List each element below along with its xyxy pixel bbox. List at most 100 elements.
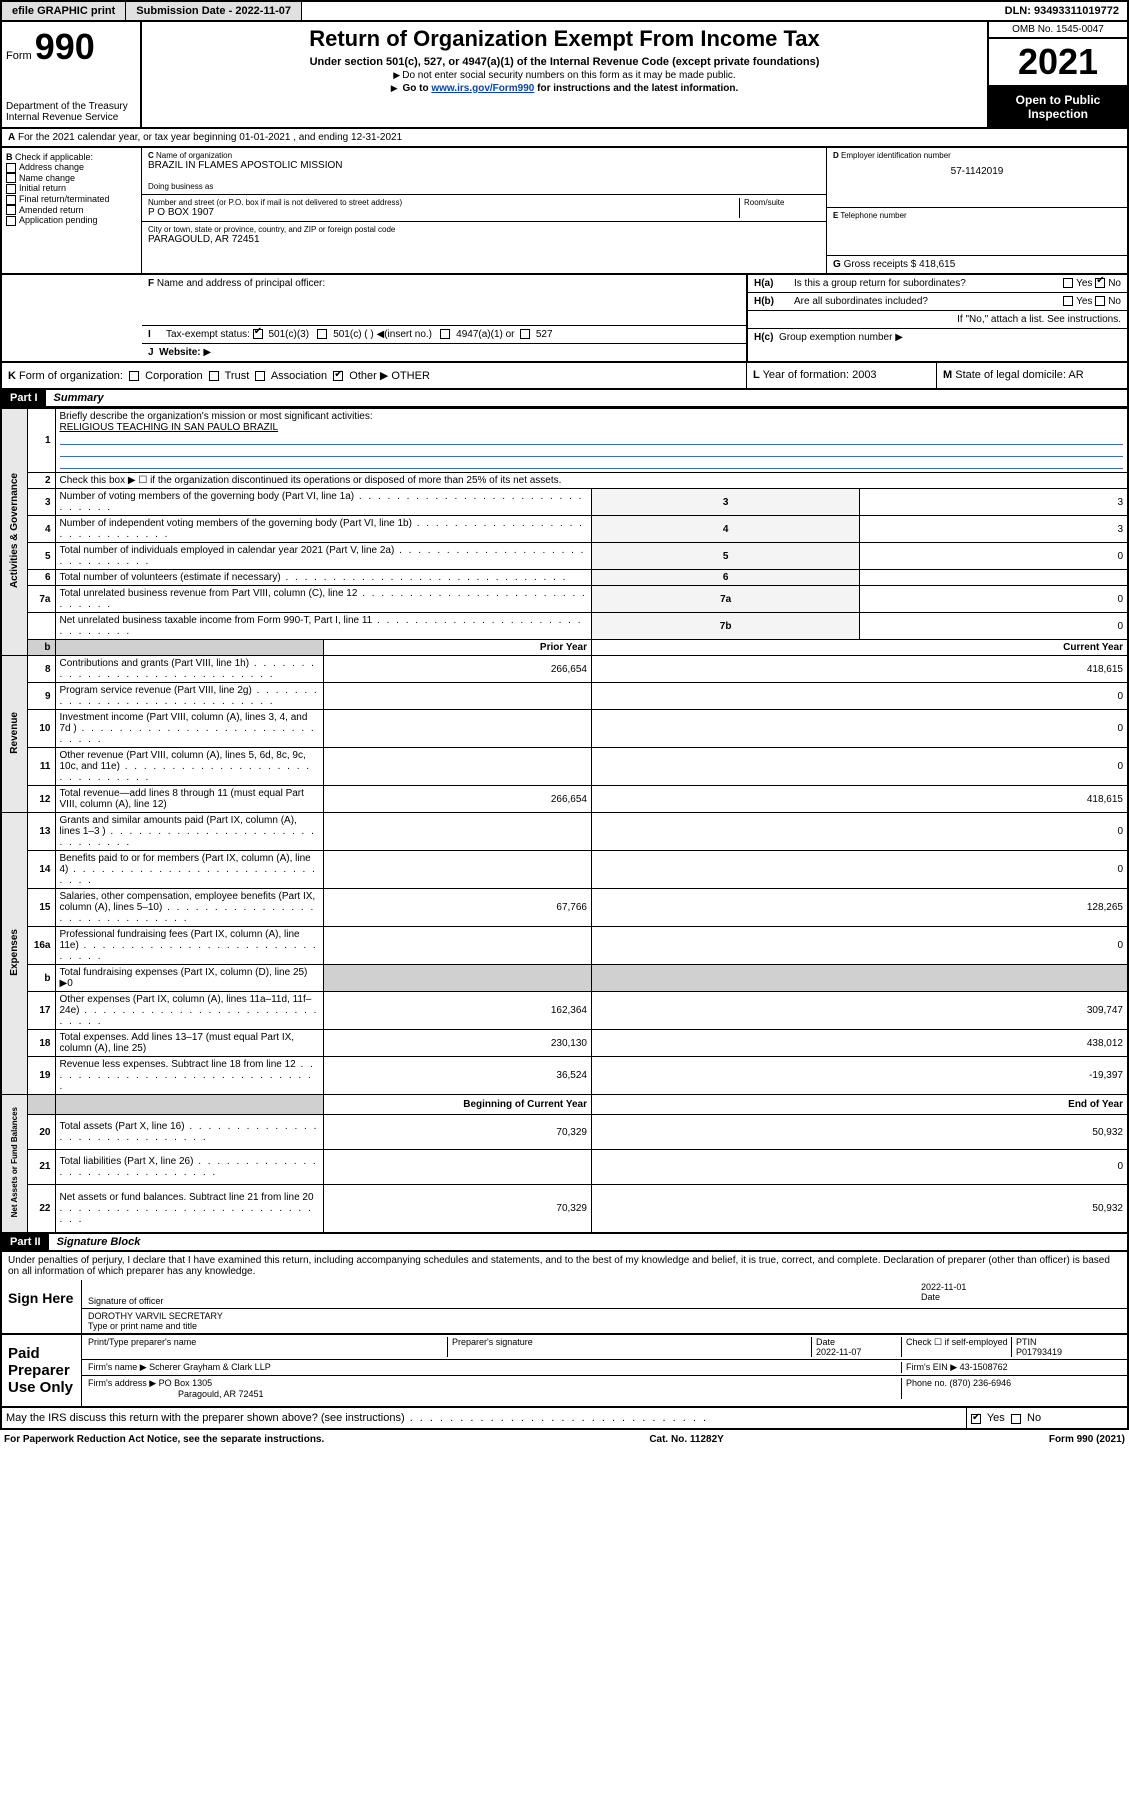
line2: Check this box ▶ ☐ if the organization d… (55, 473, 1128, 489)
rev-c-4: 418,615 (592, 786, 1129, 813)
dba-lbl: Doing business as (148, 182, 820, 191)
chk-ha-no[interactable] (1095, 278, 1105, 288)
header-right: OMB No. 1545-0047 2021 Open to Public In… (987, 22, 1127, 127)
na-p-1 (323, 1150, 591, 1185)
chk-trust[interactable] (209, 371, 219, 381)
ag-b-4: 7a (592, 586, 860, 613)
rev-c-2: 0 (592, 710, 1129, 748)
exp-p-6: 230,130 (323, 1030, 591, 1057)
top-bar: efile GRAPHIC print Submission Date - 20… (0, 0, 1129, 22)
chk-527[interactable] (520, 329, 530, 339)
phone-lbl: Phone no. (906, 1378, 950, 1388)
exp-n-5: 17 (27, 992, 55, 1030)
exp-p-7: 36,524 (323, 1057, 591, 1095)
exp-p-2: 67,766 (323, 889, 591, 927)
rev-t-0: Contributions and grants (Part VIII, lin… (60, 658, 250, 669)
ag-n-2: 5 (27, 543, 55, 570)
chk-assoc[interactable] (255, 371, 265, 381)
vtab-exp: Expenses (1, 813, 27, 1095)
exp-n-2: 15 (27, 889, 55, 927)
chk-address-change[interactable] (6, 163, 16, 173)
rev-n-4: 12 (27, 786, 55, 813)
m-val: AR (1068, 369, 1083, 381)
chk-501c3[interactable] (253, 329, 263, 339)
prep-date-lbl: Date (816, 1337, 835, 1347)
i-o2: 501(c) ( ) (333, 329, 374, 340)
exp-c-1: 0 (592, 851, 1129, 889)
efile-button[interactable]: efile GRAPHIC print (2, 2, 126, 20)
omb-number: OMB No. 1545-0047 (989, 22, 1127, 39)
exp-n-4: b (27, 965, 55, 992)
chk-other[interactable] (333, 371, 343, 381)
col-b: B Check if applicable: Address change Na… (2, 148, 142, 273)
vtab-na: Net Assets or Fund Balances (1, 1095, 27, 1234)
part1-hdr: Part I (2, 390, 46, 406)
addr-lbl: Number and street (or P.O. box if mail i… (148, 198, 735, 207)
na-t-2: Net assets or fund balances. Subtract li… (60, 1192, 314, 1203)
org-address: P O BOX 1907 (148, 207, 735, 218)
sign-here-block: Sign Here Signature of officer 2022-11-0… (0, 1280, 1129, 1335)
rev-p-1 (323, 683, 591, 710)
ha-no: No (1108, 278, 1121, 289)
chk-final-return[interactable] (6, 195, 16, 205)
firm-addr-lbl: Firm's address ▶ (88, 1378, 159, 1388)
m-lbl: State of legal domicile: (955, 369, 1068, 381)
ag-t-2: Total number of individuals employed in … (60, 545, 395, 556)
org-name: BRAZIL IN FLAMES APOSTOLIC MISSION (148, 160, 820, 171)
chk-hb-yes[interactable] (1063, 296, 1073, 306)
footer-right: Form 990 (2021) (1049, 1434, 1125, 1445)
k-o2: Trust (225, 370, 250, 382)
exp-n-6: 18 (27, 1030, 55, 1057)
chk-4947[interactable] (440, 329, 450, 339)
dln-value: 93493311019772 (1034, 5, 1119, 17)
chk-501c[interactable] (317, 329, 327, 339)
firm-ein-lbl: Firm's EIN ▶ (906, 1362, 960, 1372)
chk-discuss-yes[interactable] (971, 1414, 981, 1424)
b-label: Check if applicable: (15, 152, 93, 162)
line1-lbl: Briefly describe the organization's miss… (60, 411, 373, 422)
k-o3: Association (271, 370, 327, 382)
chk-ha-yes[interactable] (1063, 278, 1073, 288)
bcdeg-block: B Check if applicable: Address change Na… (0, 148, 1129, 275)
hb-yes: Yes (1076, 296, 1092, 307)
header-block: Form 990 Department of the Treasury Inte… (0, 22, 1129, 129)
form990-link[interactable]: www.irs.gov/Form990 (431, 83, 534, 94)
chk-amended[interactable] (6, 205, 16, 215)
exp-t-6: Total expenses. Add lines 13–17 (must eq… (60, 1032, 295, 1054)
ag-b-5: 7b (592, 613, 860, 640)
b-item-1: Name change (19, 173, 75, 183)
exp-n-3: 16a (27, 927, 55, 965)
chk-discuss-no[interactable] (1011, 1414, 1021, 1424)
chk-initial-return[interactable] (6, 184, 16, 194)
chk-corp[interactable] (129, 371, 139, 381)
chk-hb-no[interactable] (1095, 296, 1105, 306)
part2-bar: Part II Signature Block (0, 1234, 1129, 1252)
ha-yes: Yes (1076, 278, 1092, 289)
exp-n-1: 14 (27, 851, 55, 889)
firm-ein: 43-1508762 (960, 1362, 1008, 1372)
ein: 57-1142019 (833, 166, 1121, 177)
submission-button[interactable]: Submission Date - 2022-11-07 (126, 2, 302, 20)
firm-name: Scherer Grayham & Clark LLP (149, 1362, 271, 1372)
paid-prep-label: Paid Preparer Use Only (2, 1335, 82, 1406)
firm-addr2: Paragould, AR 72451 (178, 1389, 264, 1399)
line-a-text: For the 2021 calendar year, or tax year … (18, 132, 402, 143)
h-note: If "No," attach a list. See instructions… (748, 311, 1127, 329)
f-lbl: Name and address of principal officer: (157, 278, 325, 289)
dept: Department of the Treasury (6, 101, 136, 112)
sig-date: 2022-11-01 (921, 1282, 966, 1292)
ha-text: Is this a group return for subordinates? (794, 278, 1063, 289)
ag-v-2: 0 (860, 543, 1128, 570)
exp-n-7: 19 (27, 1057, 55, 1095)
ln-1: 1 (27, 409, 55, 473)
ag-n-1: 4 (27, 516, 55, 543)
i-o4: 527 (536, 329, 553, 340)
subtitle-1: Under section 501(c), 527, or 4947(a)(1)… (152, 56, 977, 68)
rev-n-1: 9 (27, 683, 55, 710)
room-lbl: Room/suite (744, 198, 820, 207)
vtab-ag: Activities & Governance (1, 409, 27, 656)
chk-app-pending[interactable] (6, 216, 16, 226)
rev-n-0: 8 (27, 656, 55, 683)
chk-name-change[interactable] (6, 173, 16, 183)
na-p-2: 70,329 (323, 1184, 591, 1233)
